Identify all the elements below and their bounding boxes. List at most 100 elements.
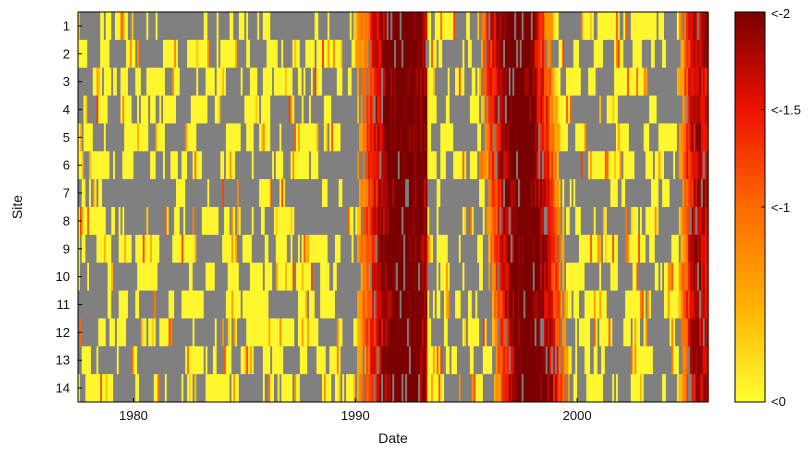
- heatmap-cell: [285, 318, 288, 347]
- heatmap-cell: [556, 151, 560, 180]
- heatmap-cell: [251, 179, 255, 208]
- heatmap-cell: [516, 234, 519, 264]
- heatmap-cell: [399, 207, 402, 236]
- heatmap-cell: [471, 12, 474, 41]
- heatmap-cell: [468, 123, 471, 152]
- heatmap-cell: [209, 151, 212, 180]
- heatmap-cell: [580, 207, 584, 236]
- heatmap-cell: [458, 95, 462, 124]
- heatmap-cell: [297, 123, 301, 152]
- heatmap-cell: [120, 12, 123, 41]
- heatmap-cell: [81, 318, 84, 347]
- heatmap-cell: [164, 290, 168, 319]
- heatmap-cell: [447, 346, 450, 375]
- heatmap-cell: [479, 39, 482, 69]
- heatmap-cell: [288, 179, 291, 208]
- heatmap-cell: [634, 207, 637, 236]
- heatmap-cell: [124, 346, 127, 375]
- heatmap-cell: [373, 346, 377, 375]
- heatmap-cell: [307, 95, 310, 124]
- heatmap-cell: [497, 207, 500, 236]
- heatmap-cell: [434, 374, 438, 403]
- heatmap-cell: [196, 262, 199, 291]
- heatmap-cell: [303, 207, 306, 236]
- heatmap-cell: [116, 179, 120, 208]
- heatmap-cell: [318, 318, 321, 347]
- heatmap-cell: [493, 179, 497, 208]
- heatmap-cell: [201, 12, 205, 41]
- heatmap-cell: [312, 374, 316, 403]
- heatmap-cell: [554, 234, 558, 264]
- heatmap-cell: [477, 234, 480, 264]
- heatmap-cell: [438, 207, 441, 236]
- heatmap-cell: [181, 123, 184, 152]
- heatmap-cell: [390, 95, 393, 124]
- heatmap-cell: [155, 123, 158, 152]
- heatmap-cell: [665, 290, 669, 319]
- heatmap-cell: [131, 207, 134, 236]
- heatmap-cell: [322, 67, 325, 96]
- heatmap-cell: [190, 374, 194, 403]
- heatmap-cell: [388, 67, 391, 96]
- heatmap-cell: [651, 67, 654, 96]
- heatmap-cell: [554, 67, 558, 96]
- heatmap-cell: [87, 318, 90, 347]
- heatmap-cell: [236, 12, 240, 41]
- heatmap-cell: [527, 39, 530, 69]
- heatmap-cell: [584, 123, 587, 152]
- heatmap-cell: [296, 67, 299, 96]
- heatmap-cell: [342, 207, 345, 236]
- heatmap-cell: [538, 151, 541, 180]
- colorbar-tick-label: <-1.5: [771, 103, 801, 118]
- heatmap-cell: [192, 318, 195, 347]
- heatmap-cell: [214, 207, 218, 236]
- heatmap-cell: [434, 123, 438, 152]
- heatmap-cell: [560, 123, 563, 152]
- heatmap-cell: [669, 151, 672, 180]
- heatmap-cell: [580, 151, 584, 180]
- heatmap-cell: [207, 151, 210, 180]
- heatmap-cell: [399, 123, 402, 152]
- heatmap-cell: [370, 67, 373, 96]
- heatmap-cell: [397, 207, 401, 236]
- heatmap-cell: [334, 12, 338, 41]
- heatmap-cell: [255, 123, 258, 152]
- heatmap-cell: [129, 290, 133, 319]
- heatmap-cell: [220, 12, 223, 41]
- heatmap-cell: [442, 151, 445, 180]
- heatmap-cell: [90, 207, 94, 236]
- heatmap-cell: [161, 95, 164, 124]
- heatmap-cell: [340, 123, 343, 152]
- heatmap-cell: [299, 318, 303, 347]
- heatmap-cell: [399, 95, 402, 124]
- heatmap-cell: [466, 346, 469, 375]
- heatmap-cell: [551, 318, 554, 347]
- heatmap-cell: [702, 39, 706, 69]
- heatmap-cell: [275, 67, 279, 96]
- heatmap-cell: [362, 374, 365, 403]
- heatmap-cell: [432, 262, 436, 291]
- heatmap-cell: [200, 95, 203, 124]
- heatmap-cell: [654, 290, 658, 319]
- heatmap-cell: [418, 39, 421, 69]
- heatmap-cell: [85, 179, 88, 208]
- heatmap-cell: [593, 39, 597, 69]
- heatmap-cell: [264, 318, 267, 347]
- heatmap-cell: [603, 262, 606, 291]
- heatmap-cell: [432, 179, 436, 208]
- heatmap-cell: [192, 207, 195, 236]
- heatmap-cell: [150, 123, 153, 152]
- heatmap-cell: [566, 346, 569, 375]
- heatmap-cell: [421, 67, 425, 96]
- heatmap-cell: [508, 12, 511, 41]
- heatmap-cell: [201, 262, 205, 291]
- heatmap-cell: [697, 151, 700, 180]
- heatmap-cell: [584, 374, 587, 403]
- heatmap-cell: [643, 374, 646, 403]
- heatmap-cell: [116, 12, 120, 41]
- heatmap-cell: [599, 123, 602, 152]
- heatmap-cell: [421, 346, 425, 375]
- heatmap-cell: [188, 262, 192, 291]
- heatmap-cell: [517, 207, 521, 236]
- heatmap-cell: [542, 123, 545, 152]
